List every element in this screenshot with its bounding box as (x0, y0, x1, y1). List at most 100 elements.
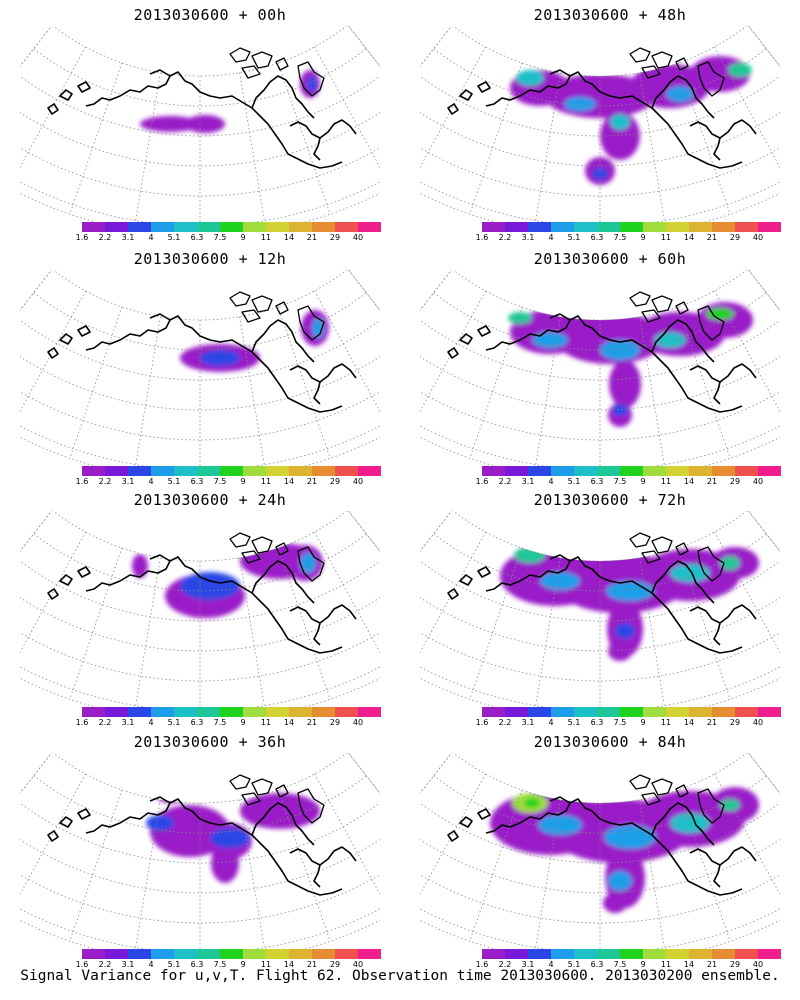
colorbar-label: 21 (306, 233, 318, 242)
colorbar-swatch (643, 707, 666, 717)
colorbar-swatch (105, 707, 128, 717)
colorbar-label: 1.6 (75, 718, 89, 727)
colorbar-swatch (266, 949, 289, 959)
colorbar-swatch (666, 707, 689, 717)
variance-contour (670, 813, 710, 833)
colorbar-swatch (482, 466, 505, 476)
colorbar-swatch (174, 949, 197, 959)
figure-caption: Signal Variance for u,v,T. Flight 62. Ob… (20, 968, 780, 984)
map-panel: 2013030600 + 48h 1.6 2.2 3.1 4 5.1 6.3 7.5 9 11 14… (420, 0, 800, 242)
colorbar-swatch (197, 466, 220, 476)
colorbar-label: 9 (640, 477, 646, 486)
variance-contour (720, 556, 740, 570)
colorbar-label: 4 (148, 477, 154, 486)
variance-contour (514, 547, 546, 563)
colorbar-label: 4 (148, 718, 154, 727)
map-panel: 2013030600 + 84h 1.6 2.2 3.1 4 5.1 6.3 7.5 9 11 14… (420, 727, 800, 969)
colorbar-swatch (643, 466, 666, 476)
colorbar-label: 2.2 (98, 718, 112, 727)
variance-map (420, 753, 780, 953)
variance-contour (540, 572, 580, 590)
colorbar-swatch (220, 949, 243, 959)
colorbar-swatch (335, 466, 358, 476)
colorbar-label: 9 (640, 233, 646, 242)
colorbar-swatch (243, 707, 266, 717)
colorbar-label: 9 (240, 718, 246, 727)
map-panel: 2013030600 + 12h 1.6 2.2 3.1 4 5.1 6.3 7.5 9 11 14… (20, 244, 400, 486)
colorbar-swatch (128, 949, 151, 959)
colorbar-swatch (243, 466, 266, 476)
colorbar-swatch (289, 949, 312, 959)
colorbar-label: 3.1 (121, 233, 135, 242)
variance-contour (185, 115, 225, 133)
colorbar-swatch (335, 707, 358, 717)
variance-contour (538, 815, 582, 835)
colorbar-swatch (312, 222, 335, 232)
colorbar-label: 5.1 (567, 233, 581, 242)
coastlines (47, 532, 357, 654)
variance-contour (564, 97, 596, 111)
graticule (20, 26, 380, 226)
colorbar-swatch (105, 949, 128, 959)
graticule (420, 270, 780, 470)
variance-contour (592, 168, 608, 180)
panel-title: 2013030600 + 84h (533, 733, 687, 751)
colorbar-label: 6.3 (190, 960, 204, 969)
panel-title: 2013030600 + 72h (533, 491, 687, 509)
graticule (420, 26, 780, 226)
colorbar-swatch (335, 949, 358, 959)
map-panel: 2013030600 + 24h 1.6 2.2 3.1 4 5.1 6.3 7.5 9 11 14… (20, 485, 400, 727)
colorbar-label: 2.2 (98, 960, 112, 969)
colorbar-swatch (266, 222, 289, 232)
colorbar-label: 11 (660, 718, 672, 727)
colorbar-swatch (551, 466, 574, 476)
colorbar-swatch (505, 222, 528, 232)
colorbar-label: 29 (729, 477, 741, 486)
colorbar-label: 6.3 (590, 233, 604, 242)
colorbar-swatch (358, 949, 381, 959)
colorbar-swatch (266, 707, 289, 717)
variance-contour (728, 63, 752, 77)
colorbar-label: 29 (729, 960, 741, 969)
coastlines (47, 774, 357, 896)
map-panel: 2013030600 + 36h 1.6 2.2 3.1 4 5.1 6.3 7.5 9 11 14… (20, 727, 400, 969)
colorbar-swatch (243, 949, 266, 959)
variance-contour (211, 843, 239, 883)
colorbar-swatch (151, 707, 174, 717)
colorbar-swatch (758, 707, 781, 717)
coastlines (47, 291, 357, 413)
colorbar-label: 3.1 (521, 477, 535, 486)
map-panel: 2013030600 + 60h 1.6 2.2 3.1 4 5.1 6.3 7.5 9 11 14… (420, 244, 800, 486)
graticule (420, 753, 780, 953)
variance-contour (180, 572, 240, 600)
graticule (20, 753, 380, 953)
colorbar-label: 21 (306, 718, 318, 727)
colorbar-label: 1.6 (475, 233, 489, 242)
colorbar: 1.6 2.2 3.1 4 5.1 6.3 7.5 9 11 14 21 29 40 (420, 949, 800, 971)
colorbar-swatch (105, 466, 128, 476)
variance-field (490, 787, 759, 913)
colorbar-label: 7.5 (613, 477, 627, 486)
colorbar-swatch (528, 466, 551, 476)
colorbar: 1.6 2.2 3.1 4 5.1 6.3 7.5 9 11 14 21 29 40 (20, 466, 400, 488)
colorbar-swatch (597, 707, 620, 717)
map-panel: 2013030600 + 00h 1.6 2.2 3.1 4 5.1 6.3 7.5 9 11 14… (20, 0, 400, 242)
map-panel: 2013030600 + 72h 1.6 2.2 3.1 4 5.1 6.3 7.5 9 11 14… (420, 485, 800, 727)
panel-title: 2013030600 + 60h (533, 250, 687, 268)
variance-contour (240, 793, 320, 829)
colorbar-swatch (620, 949, 643, 959)
colorbar-label: 9 (640, 718, 646, 727)
variance-contour (706, 308, 734, 320)
colorbar-swatch (689, 707, 712, 717)
colorbar-label: 29 (729, 233, 741, 242)
colorbar-label: 6.3 (190, 233, 204, 242)
colorbar-swatch (289, 466, 312, 476)
colorbar-swatch (128, 222, 151, 232)
colorbar: 1.6 2.2 3.1 4 5.1 6.3 7.5 9 11 14 21 29 40 (420, 466, 800, 488)
variance-field (132, 543, 323, 618)
variance-contour (600, 112, 640, 160)
colorbar-swatch (689, 949, 712, 959)
colorbar-label: 4 (548, 233, 554, 242)
colorbar-label: 40 (352, 477, 364, 486)
variance-contour (210, 828, 250, 848)
